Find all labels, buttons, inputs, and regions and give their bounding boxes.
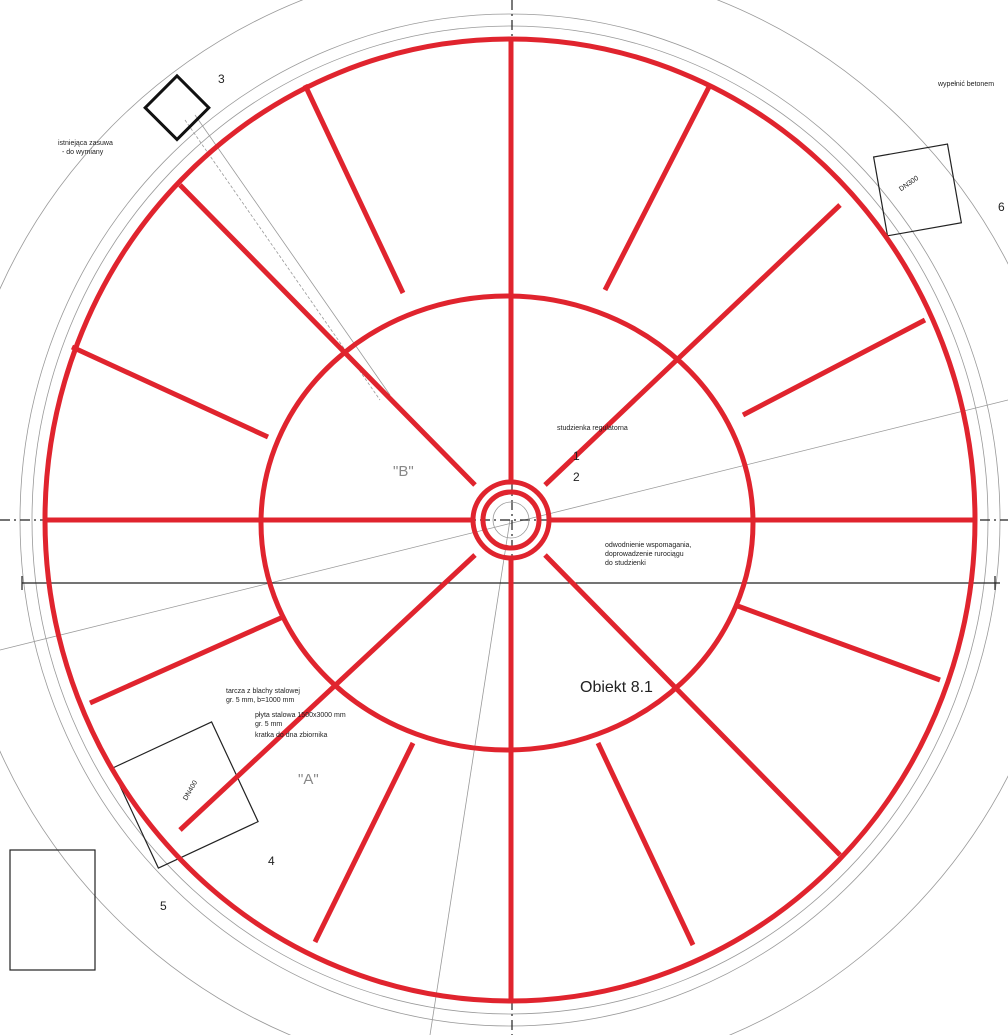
callout: 6	[998, 200, 1005, 214]
note: do studzienki	[605, 560, 646, 567]
note: doprowadzenie rurociągu	[605, 551, 684, 558]
note: DN300	[898, 175, 920, 193]
note: - do wymiany	[62, 149, 104, 156]
note: istniejąca zasuwa	[58, 140, 113, 147]
callout: 4	[268, 854, 275, 868]
note: tarcza z blachy stalowej	[226, 688, 300, 695]
note: wypełnić betonem	[937, 81, 994, 88]
note: studzienka regulatorna	[557, 425, 628, 432]
note: DN400	[182, 779, 199, 801]
note: odwodnienie wspomagania,	[605, 542, 691, 549]
callout: 5	[160, 899, 167, 913]
object-label: Obiekt 8.1	[580, 679, 653, 696]
callout: 2	[573, 470, 580, 484]
tank-outline	[42, 36, 978, 1004]
note: gr. 5 mm	[255, 721, 282, 728]
callout: 1	[573, 449, 580, 463]
callout: 3	[218, 72, 225, 86]
note: gr. 5 mm, b=1000 mm	[226, 697, 294, 704]
note: kratka do dna zbiornika	[255, 732, 327, 739]
marker-b: "B"	[393, 463, 414, 480]
marker-a: "A"	[298, 771, 319, 788]
note: płyta stalowa 1500x3000 mm	[255, 712, 346, 719]
